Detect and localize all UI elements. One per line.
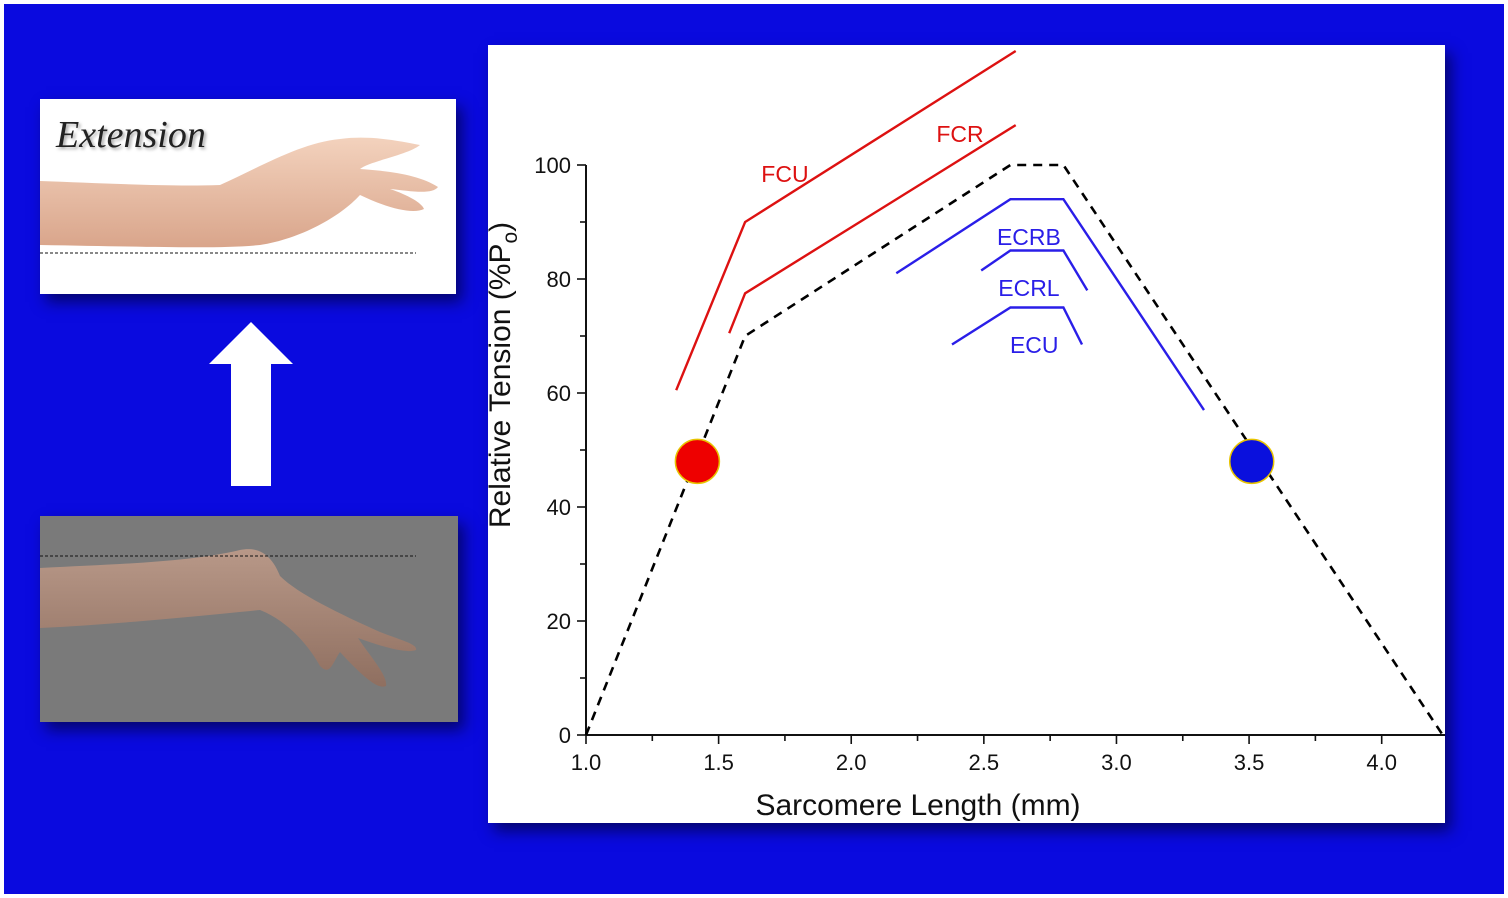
series-line-ecu: [951, 306, 1084, 346]
x-tick-label: 3.0: [1101, 750, 1132, 775]
extension-image: Extension: [40, 99, 456, 294]
flexion-marker: [674, 438, 721, 485]
series-line-ecrb: [895, 197, 1205, 411]
x-tick-label: 1.0: [571, 750, 602, 775]
series-label-ecrb: ECRB: [997, 224, 1061, 250]
series-line-ecrl: [980, 249, 1089, 292]
y-axis-title-sub: o: [499, 232, 522, 244]
y-tick-label: 100: [534, 153, 571, 178]
y-tick-label: 20: [547, 609, 571, 634]
x-tick-label: 1.5: [703, 750, 734, 775]
series-label-ecu: ECU: [1010, 332, 1059, 358]
y-tick-label: 40: [547, 495, 571, 520]
y-axis-title-end: ): [488, 222, 517, 232]
series-line-overall: [584, 163, 1444, 736]
x-tick-label: 4.0: [1366, 750, 1397, 775]
y-tick-label: 60: [547, 381, 571, 406]
flexion-image: [40, 516, 458, 722]
x-tick-label: 3.5: [1234, 750, 1265, 775]
y-axis-title: Relative Tension (%Po): [488, 222, 522, 528]
chart-panel: 1.0 1.5 2.0 2.5 3.0 3.5 4.0 0 20 40 60 80 100 FCU FCR…: [488, 45, 1445, 823]
wrist-flexion-photo-icon: [40, 549, 417, 687]
series-line-fcr: [728, 124, 1017, 334]
x-tick-label: 2.0: [836, 750, 867, 775]
extension-marker: [1228, 438, 1275, 485]
length-tension-chart: 1.0 1.5 2.0 2.5 3.0 3.5 4.0 0 20 40 60 80 100 FCU FCR…: [488, 49, 1445, 822]
y-tick-label: 0: [559, 723, 571, 748]
wrist-extension-photo-icon: [40, 137, 438, 254]
y-axis-title-group: Relative Tension (%Po): [488, 222, 522, 528]
up-arrow-icon: [209, 322, 293, 486]
x-axis-title: Sarcomere Length (mm): [755, 789, 1080, 822]
series-label-ecrl: ECRL: [998, 275, 1060, 301]
slide-frame: Extension 1.0 1.5 2.0 2.5 3.0 3.5 4.0 0 20 40 60 80…: [4, 4, 1504, 894]
y-tick-label: 80: [547, 267, 571, 292]
series-label-fcr: FCR: [936, 121, 983, 147]
series-line-fcu: [675, 49, 1017, 391]
x-tick-label: 2.5: [969, 750, 1000, 775]
series-label-fcu: FCU: [761, 161, 808, 187]
extension-label: Extension: [56, 114, 206, 156]
y-axis-title-main: Relative Tension (%P: [488, 244, 517, 529]
